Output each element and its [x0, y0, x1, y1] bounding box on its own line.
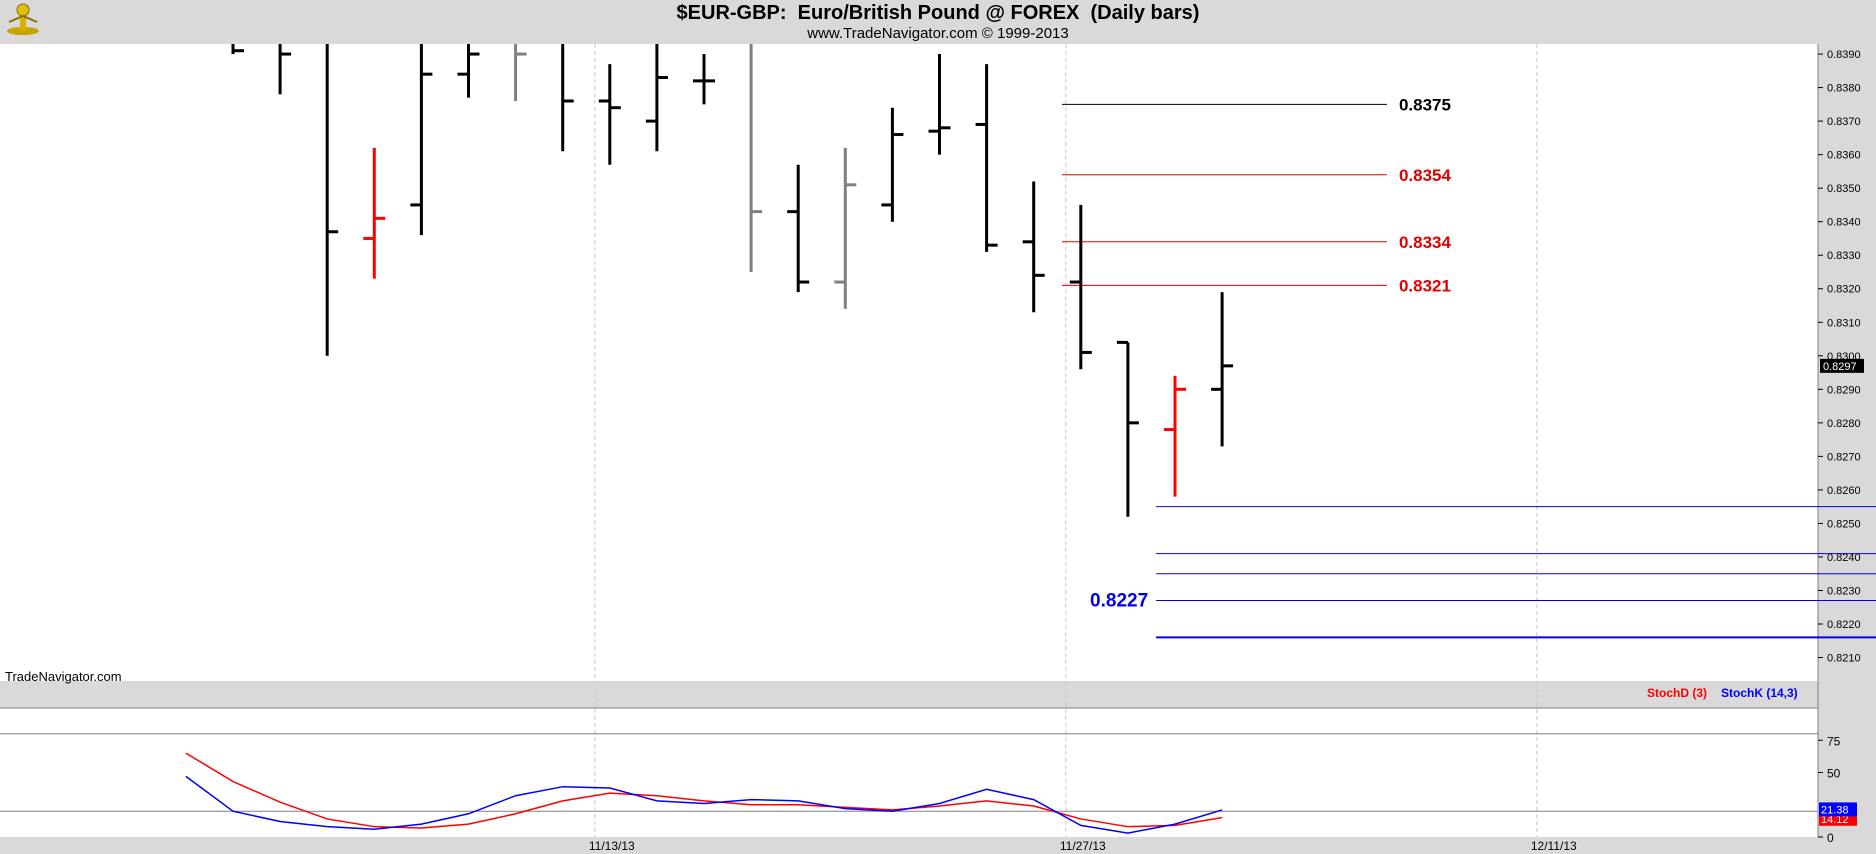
y-tick-label: 0.8310	[1827, 317, 1861, 329]
y-tick-label: 0.8230	[1827, 585, 1861, 597]
y-tick-label: 0.8350	[1827, 183, 1861, 195]
ohlc-bar	[561, 44, 574, 152]
x-tick-label: 11/13/13	[589, 839, 635, 853]
stoch-last-label: 14.12	[1821, 814, 1849, 826]
ohlc-bar	[325, 44, 339, 356]
ohlc-bar	[645, 44, 668, 152]
stoch-last-label: 21.38	[1821, 804, 1849, 816]
stoch-tick-label: 75	[1827, 734, 1841, 748]
chart-subtitle: www.TradeNavigator.com © 1999-2013	[807, 25, 1069, 42]
stoch-series-line	[185, 752, 1223, 829]
ohlc-bar	[749, 44, 763, 272]
y-tick-label: 0.8360	[1827, 150, 1861, 162]
ohlc-bar	[514, 44, 527, 101]
ohlc-bar	[278, 44, 292, 95]
price-level-label: 0.8334	[1399, 233, 1452, 252]
ohlc-bar	[231, 44, 244, 55]
ohlc-bar	[693, 54, 715, 105]
stoch-legend-d: StochD (3)	[1647, 686, 1707, 700]
trade-navigator-logo-icon	[7, 3, 39, 35]
last-price-label: 0.8297	[1823, 361, 1857, 373]
ohlc-bar	[1069, 204, 1092, 370]
ohlc-bar	[787, 164, 810, 293]
chart-title: $EUR-GBP: Euro/British Pound @ FOREX (Da…	[676, 2, 1200, 24]
ohlc-bar	[975, 64, 998, 252]
stoch-tick-label: 50	[1827, 767, 1841, 781]
y-tick-label: 0.8240	[1827, 552, 1861, 564]
ohlc-bar	[928, 54, 951, 155]
stoch-panel-background	[0, 708, 1818, 837]
y-tick-label: 0.8220	[1827, 619, 1861, 631]
price-level-label: 0.8375	[1399, 95, 1451, 114]
ohlc-bar	[1164, 375, 1186, 497]
price-level-label: 0.8321	[1399, 276, 1451, 295]
ohlc-bar	[598, 64, 621, 165]
price-level-label: 0.8354	[1399, 166, 1452, 185]
stoch-legend-k: StochK (14,3)	[1721, 686, 1798, 700]
y-tick-label: 0.8210	[1827, 653, 1861, 665]
y-tick-label: 0.8370	[1827, 116, 1861, 128]
ohlc-bar	[834, 147, 857, 309]
ohlc-bar	[1022, 181, 1045, 313]
ohlc-bar	[363, 147, 386, 279]
ohlc-bar	[1116, 340, 1139, 517]
y-tick-label: 0.8250	[1827, 518, 1861, 530]
ohlc-bar	[881, 107, 904, 222]
price-level-label: 0.8227	[1090, 591, 1148, 612]
y-tick-label: 0.8290	[1827, 384, 1861, 396]
y-tick-label: 0.8260	[1827, 485, 1861, 497]
ohlc-bar	[457, 44, 480, 98]
y-tick-label: 0.8380	[1827, 83, 1861, 95]
y-tick-label: 0.8280	[1827, 418, 1861, 430]
y-tick-label: 0.8320	[1827, 284, 1861, 296]
y-tick-label: 0.8340	[1827, 217, 1861, 229]
y-tick-label: 0.8330	[1827, 250, 1861, 262]
stoch-tick-label: 0	[1827, 831, 1834, 845]
stoch-last-marker	[1819, 802, 1857, 817]
ohlc-bar	[410, 44, 433, 236]
y-tick-label: 0.8390	[1827, 49, 1861, 61]
last-price-marker	[1820, 358, 1864, 373]
y-tick-label: 0.8270	[1827, 451, 1861, 463]
price-panel-background	[0, 44, 1818, 681]
x-tick-label: 11/27/13	[1060, 839, 1106, 853]
x-tick-label: 12/11/13	[1531, 839, 1577, 853]
watermark-label: TradeNavigator.com	[5, 669, 122, 684]
ohlc-bar	[1211, 292, 1234, 447]
stoch-series-line	[185, 775, 1223, 834]
